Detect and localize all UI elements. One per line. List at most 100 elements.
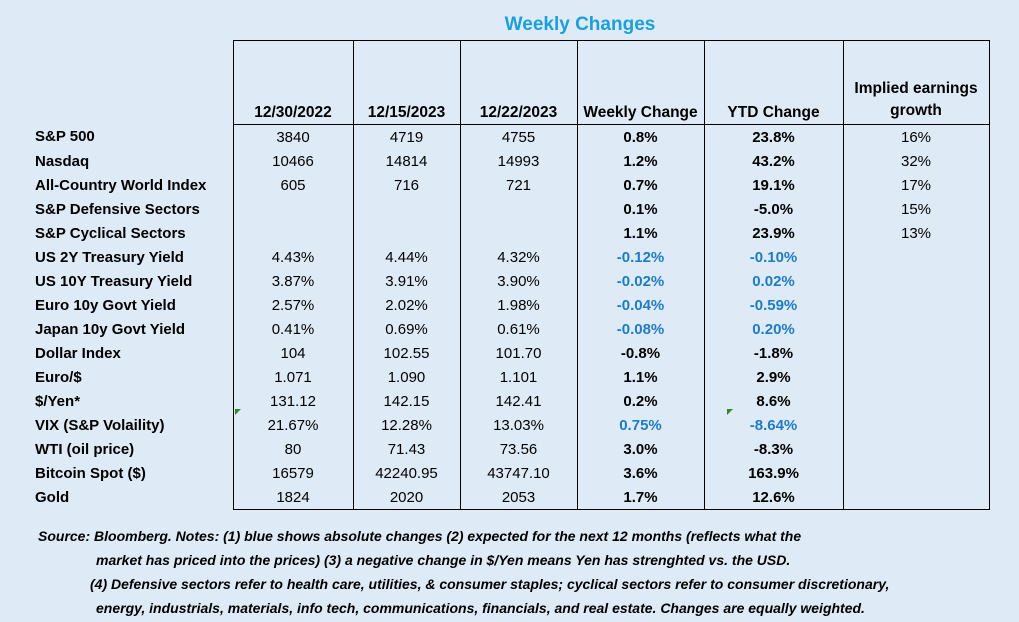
value-12-15-2023: 4719 [352, 124, 460, 149]
ytd-change-value: -1.8% [703, 341, 843, 365]
implied-earnings-value: 16% [842, 124, 990, 149]
row-label: Bitcoin Spot ($) [35, 464, 146, 482]
table-row: All-Country World Index 605 716 721 0.7% 19.1… [33, 173, 990, 197]
value-12-30-2022: 1824 [232, 485, 353, 510]
table-title: Weekly Changes [504, 14, 656, 35]
value-12-30-2022: 0.41% [232, 317, 353, 341]
ytd-change-value: 19.1% [703, 173, 843, 197]
value-12-22-2023: 142.41 [459, 389, 577, 413]
value-12-30-2022: 104 [232, 341, 353, 365]
weekly-change-value: -0.02% [576, 269, 704, 293]
row-label: Dollar Index [35, 344, 121, 362]
table-row: Euro/$ 1.071 1.090 1.101 1.1% 2.9% [33, 365, 990, 389]
value-12-15-2023: 0.69% [352, 317, 460, 341]
value-12-30-2022: 3.87% [232, 269, 353, 293]
implied-earnings-value: 17% [842, 173, 990, 197]
ytd-change-value: 8.6% [703, 389, 843, 413]
row-label: S&P Defensive Sectors [35, 200, 200, 218]
row-label: S&P 500 [35, 128, 95, 146]
implied-earnings-value [842, 269, 990, 293]
header-date-1: 12/30/2022 [232, 40, 353, 125]
value-12-22-2023: 13.03% [459, 413, 577, 437]
implied-earnings-value [842, 485, 990, 510]
value-12-15-2023: 2020 [352, 485, 460, 510]
ytd-change-value: -5.0% [703, 197, 843, 221]
value-12-22-2023: 2053 [459, 485, 577, 510]
value-12-22-2023 [459, 197, 577, 221]
table-row: Euro 10y Govt Yield 2.57% 2.02% 1.98% -0.04%… [33, 293, 990, 317]
implied-earnings-value: 13% [842, 221, 990, 245]
value-12-22-2023: 1.98% [459, 293, 577, 317]
header-date-3: 12/22/2023 [459, 40, 577, 125]
weekly-change-value: -0.04% [576, 293, 704, 317]
value-12-22-2023: 721 [459, 173, 577, 197]
weekly-change-value: 0.2% [576, 389, 704, 413]
header-ytd-change: YTD Change [703, 40, 843, 125]
row-label: Euro/$ [35, 368, 82, 386]
row-label: Gold [35, 488, 70, 506]
value-12-30-2022: 4.43% [232, 245, 353, 269]
implied-earnings-value: 15% [842, 197, 990, 221]
notes-line-2: market has priced into the prices) (3) a… [96, 552, 791, 568]
implied-earnings-value [842, 413, 990, 437]
ytd-change-value: -8.64% [703, 413, 843, 437]
value-12-15-2023: 4.44% [352, 245, 460, 269]
value-12-30-2022: 131.12 [232, 389, 353, 413]
notes-line-1: Source: Bloomberg. Notes: (1) blue shows… [38, 528, 802, 544]
implied-earnings-value [842, 317, 990, 341]
table-row: S&P 500 3840 4719 4755 0.8% 23.8% 16% [33, 124, 990, 149]
table-row: US 10Y Treasury Yield 3.87% 3.91% 3.90% -0.0… [33, 269, 990, 293]
row-label: US 10Y Treasury Yield [35, 272, 193, 290]
table-row: US 2Y Treasury Yield 4.43% 4.44% 4.32% -0.12… [33, 245, 990, 269]
row-label: WTI (oil price) [35, 440, 135, 458]
value-12-30-2022: 2.57% [232, 293, 353, 317]
header-row: 12/30/2022 12/15/2023 12/22/2023 Weekly … [33, 40, 990, 125]
row-label: S&P Cyclical Sectors [35, 224, 186, 242]
header-weekly-change: Weekly Change [576, 40, 704, 125]
weekly-change-value: 0.1% [576, 197, 704, 221]
weekly-change-value: 1.2% [576, 149, 704, 173]
value-12-30-2022: 16579 [232, 461, 353, 485]
value-12-22-2023: 43747.10 [459, 461, 577, 485]
implied-earnings-value [842, 365, 990, 389]
row-label: Euro 10y Govt Yield [35, 296, 176, 314]
ytd-change-value: 163.9% [703, 461, 843, 485]
table-row: S&P Cyclical Sectors 1.1% 23.9% 13% [33, 221, 990, 245]
value-12-15-2023: 14814 [352, 149, 460, 173]
table-row: VIX (S&P Volaility) 21.67% 12.28% 13.03% 0.7… [33, 413, 990, 437]
implied-earnings-value: 32% [842, 149, 990, 173]
value-12-30-2022 [232, 221, 353, 245]
value-12-30-2022: 21.67% [232, 413, 353, 437]
weekly-change-value: 3.0% [576, 437, 704, 461]
value-12-15-2023: 716 [352, 173, 460, 197]
value-12-15-2023: 102.55 [352, 341, 460, 365]
ytd-change-value: 0.02% [703, 269, 843, 293]
weekly-change-value: -0.12% [576, 245, 704, 269]
value-12-22-2023: 3.90% [459, 269, 577, 293]
weekly-change-value: 1.1% [576, 365, 704, 389]
value-12-30-2022: 1.071 [232, 365, 353, 389]
ytd-change-value: 43.2% [703, 149, 843, 173]
implied-earnings-value [842, 437, 990, 461]
value-12-22-2023: 101.70 [459, 341, 577, 365]
ytd-change-value: 23.9% [703, 221, 843, 245]
ytd-change-value: -0.10% [703, 245, 843, 269]
value-12-30-2022: 10466 [232, 149, 353, 173]
weekly-change-value: 0.7% [576, 173, 704, 197]
value-12-30-2022: 605 [232, 173, 353, 197]
header-date-2: 12/15/2023 [352, 40, 460, 125]
table-row: Japan 10y Govt Yield 0.41% 0.69% 0.61% -0.08… [33, 317, 990, 341]
value-12-22-2023: 4.32% [459, 245, 577, 269]
implied-earnings-value [842, 341, 990, 365]
value-12-22-2023: 4755 [459, 124, 577, 149]
weekly-change-value: -0.08% [576, 317, 704, 341]
table-row: S&P Defensive Sectors 0.1% -5.0% 15% [33, 197, 990, 221]
value-12-15-2023: 3.91% [352, 269, 460, 293]
ytd-change-value: 2.9% [703, 365, 843, 389]
ytd-change-value: 23.8% [703, 124, 843, 149]
notes-line-4: energy, industrials, materials, info tec… [96, 600, 865, 616]
table-row: Nasdaq 10466 14814 14993 1.2% 43.2% 32% [33, 149, 990, 173]
ytd-change-value: -0.59% [703, 293, 843, 317]
value-12-30-2022 [232, 197, 353, 221]
weekly-change-value: 0.75% [576, 413, 704, 437]
